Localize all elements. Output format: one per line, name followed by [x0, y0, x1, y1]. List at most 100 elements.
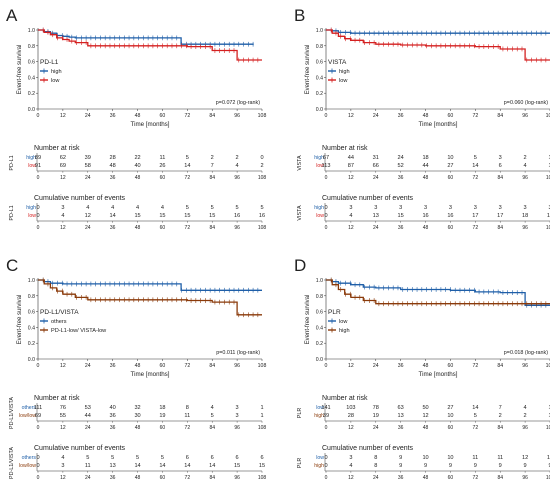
- panel-d-events-tick-label: 48: [423, 475, 429, 481]
- panel-d-risk-group-label: low: [316, 405, 324, 411]
- panel-b-risk-cell: 1: [548, 163, 550, 169]
- panel-c-risk-tick-label: 0: [37, 425, 40, 431]
- panel-a-risk-tick-label: 96: [234, 175, 240, 181]
- panel-a-risk-cell: 7: [211, 163, 214, 169]
- panel-d-risk-cell: 27: [447, 405, 453, 411]
- panel-d-events-tick-label: 36: [398, 475, 404, 481]
- panel-d-risk-cell: 103: [346, 405, 355, 411]
- panel-d-events-cell: 0: [324, 455, 327, 461]
- panel-a-x-tick-label: 36: [110, 113, 116, 119]
- panel-c-y-tick-label: 0.4: [28, 325, 35, 331]
- panel-c-risk-cell: 4: [211, 405, 214, 411]
- panel-c-events-cell: 6: [236, 455, 239, 461]
- panel-d-risk-tick-label: 48: [423, 425, 429, 431]
- panel-a-risk-tick-label: 48: [135, 175, 141, 181]
- panel-d-x-tick-label: 12: [348, 363, 354, 369]
- panel-a-x-tick-label: 96: [234, 113, 240, 119]
- panel-a-risk-cell: 62: [60, 155, 66, 161]
- panel-b-events-cell: 3: [374, 205, 377, 211]
- panel-a-events-cell: 5: [236, 205, 239, 211]
- panel-d-risk-cell: 78: [373, 405, 379, 411]
- panel-b-risk-cell: 1: [548, 155, 550, 161]
- panel-b-events-group-label: low: [316, 213, 324, 219]
- panel-b-risk-cell: 66: [373, 163, 379, 169]
- panel-d-series-1-line: [326, 279, 550, 305]
- panel-c-risk-tick-label: 24: [85, 425, 91, 431]
- panel-d-events-cell: 8: [374, 463, 377, 469]
- panel-b-events-tick-label: 108: [546, 225, 550, 231]
- panel-d-risk-cell: 50: [422, 405, 428, 411]
- panel-d-risk-cell: 1: [548, 405, 550, 411]
- panel-c-risk-tick-label: 36: [110, 425, 116, 431]
- panel-b-x-tick-label: 48: [423, 113, 429, 119]
- panel-a-events-cell: 16: [259, 213, 265, 219]
- panel-a-events-tick-label: 72: [185, 225, 191, 231]
- panel-a-risk-cell: 58: [85, 163, 91, 169]
- panel-c-risk-cell: 69: [35, 413, 41, 419]
- panel-d-risk-tick-label: 84: [497, 425, 503, 431]
- panel-d-risk-cell: 10: [447, 413, 453, 419]
- panel-d-events-tick-label: 72: [473, 475, 479, 481]
- panel-c-y-tick-label: 1.0: [28, 278, 35, 284]
- panel-a-ylabel: Event-free survival: [17, 45, 23, 95]
- panel-a-risk-cell: 89: [35, 155, 41, 161]
- panel-a-events-cell: 15: [209, 213, 215, 219]
- panel-c-risk-cell: 30: [134, 413, 140, 419]
- panel-a-y-tick-label: 0.6: [28, 60, 35, 66]
- panel-c-events-cell: 11: [85, 463, 91, 469]
- panel-c-events-tick-label: 36: [110, 475, 116, 481]
- panel-d-y-tick-label: 0.6: [316, 310, 323, 316]
- panel-c-events-cell: 5: [86, 455, 89, 461]
- panel-a-events-cell: 5: [211, 205, 214, 211]
- panel-d-events-cell: 9: [399, 455, 402, 461]
- panel-b-x-tick-label: 84: [497, 113, 503, 119]
- panel-a-x-tick-label: 72: [184, 113, 190, 119]
- panel-c-events-tick-label: 108: [258, 475, 267, 481]
- panel-b-events-tick-label: 96: [522, 225, 528, 231]
- panel-b-risk-tick-label: 108: [546, 175, 550, 181]
- panel-c-events-tick-label: 0: [37, 475, 40, 481]
- panel-d-x-tick-label: 0: [325, 363, 328, 369]
- panel-d-risk-title: Number at risk: [322, 395, 368, 402]
- panel-d-letter: D: [294, 256, 306, 275]
- panel-b-risk-cell: 52: [398, 163, 404, 169]
- panel-b-risk-cell: 31: [373, 155, 379, 161]
- panel-b-xlabel: Time [months]: [419, 121, 458, 128]
- panel-c-risk-cell: 1: [260, 405, 263, 411]
- panel-a-risk-cell: 2: [236, 155, 239, 161]
- panel-a-events-tick-label: 60: [160, 225, 166, 231]
- panel-d-x-tick-label: 108: [546, 363, 550, 369]
- panel-b-risk-tick-label: 96: [522, 175, 528, 181]
- panel-b-events-cell: 3: [349, 205, 352, 211]
- panel-a-events-cell: 15: [184, 213, 190, 219]
- panel-d-risk-group-label: high: [314, 413, 324, 419]
- panel-c-events-cell: 3: [61, 463, 64, 469]
- panel-a-x-tick-label: 108: [258, 113, 267, 119]
- panel-a-risk-cell: 2: [211, 155, 214, 161]
- panel-b-events-row-label: VISTA: [297, 205, 303, 221]
- panel-a-events-cell: 4: [61, 213, 64, 219]
- panel-d-events-cell: 9: [474, 463, 477, 469]
- panel-b-y-tick-label: 0.8: [316, 44, 323, 50]
- panel-d-ylabel: Event-free survival: [305, 295, 311, 345]
- panel-d-events-title: Cumulative number of events: [322, 445, 414, 452]
- panel-b-events-cell: 3: [399, 205, 402, 211]
- panel-a-risk-tick-label: 0: [37, 175, 40, 181]
- panel-c-events-title: Cumulative number of events: [34, 445, 126, 452]
- panel-a-events-tick-label: 0: [37, 225, 40, 231]
- panel-b-risk-cell: 113: [322, 163, 331, 169]
- panel-c-risk-cell: 40: [110, 405, 116, 411]
- panel-d-x-tick-label: 48: [423, 363, 429, 369]
- panel-b-risk-row-label: VISTA: [297, 155, 303, 171]
- panel-b-events-cell: 3: [548, 205, 550, 211]
- panel-b-events-tick-label: 0: [325, 225, 328, 231]
- panel-c-risk-cell: 3: [236, 405, 239, 411]
- panel-a-y-tick-label: 1.0: [28, 28, 35, 34]
- panel-b-legend-label: high: [339, 69, 350, 75]
- panel-d-events-cell: 8: [374, 455, 377, 461]
- panel-c-events-tick-label: 24: [85, 475, 91, 481]
- panel-c-risk-cell: 11: [184, 413, 190, 419]
- panel-b-risk-cell: 44: [348, 155, 354, 161]
- panel-c-risk-cell: 76: [60, 405, 66, 411]
- panel-a-risk-cell: 0: [260, 155, 263, 161]
